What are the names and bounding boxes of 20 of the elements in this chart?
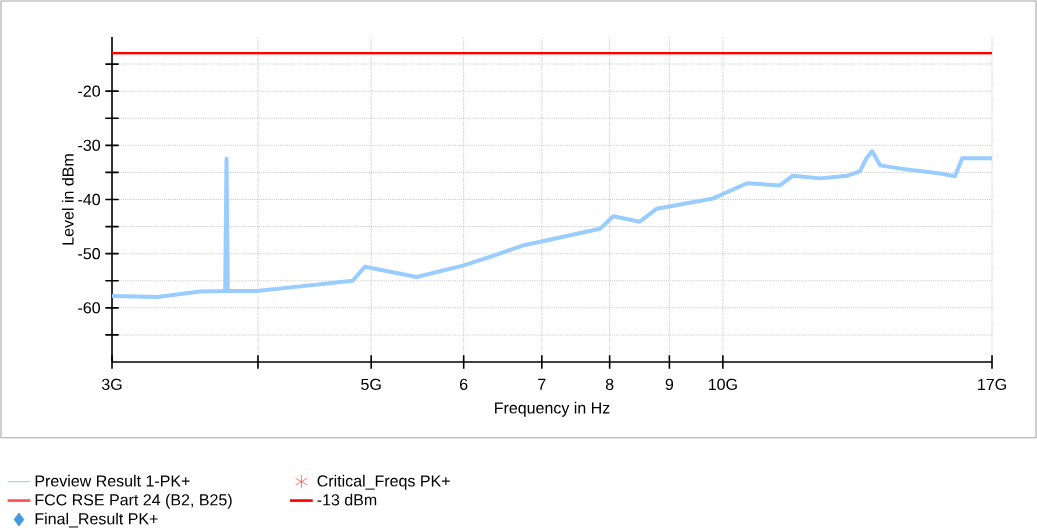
y-tick-label: -30 <box>78 139 101 151</box>
legend-label: Preview Result 1-PK+ <box>35 474 190 487</box>
x-tick-label: 3G <box>101 378 122 391</box>
y-tick-label: -40 <box>78 193 101 206</box>
y-tick-label: -50 <box>78 248 101 260</box>
y-tick-label: -20 <box>78 85 101 97</box>
x-tick-label: 10G <box>708 378 737 391</box>
x-tick-label: 17G <box>978 378 1006 391</box>
legend-label: Critical_Freqs PK+ <box>317 474 450 490</box>
x-tick-label: 9 <box>665 378 674 391</box>
legend-label: -13 dBm <box>317 493 377 506</box>
x-tick-label: 5G <box>361 378 381 391</box>
y-axis-title: Level in dBm <box>61 154 74 245</box>
legend-label: Final_Result PK+ <box>35 512 158 528</box>
x-tick-label: 6 <box>460 378 468 391</box>
y-tick-label: -60 <box>78 302 101 314</box>
x-axis-title: Frequency in Hz <box>495 401 610 417</box>
x-tick-label: 8 <box>605 378 614 391</box>
x-tick-label: 7 <box>538 378 546 390</box>
legend-label: FCC RSE Part 24 (B2, B25) <box>35 493 232 509</box>
